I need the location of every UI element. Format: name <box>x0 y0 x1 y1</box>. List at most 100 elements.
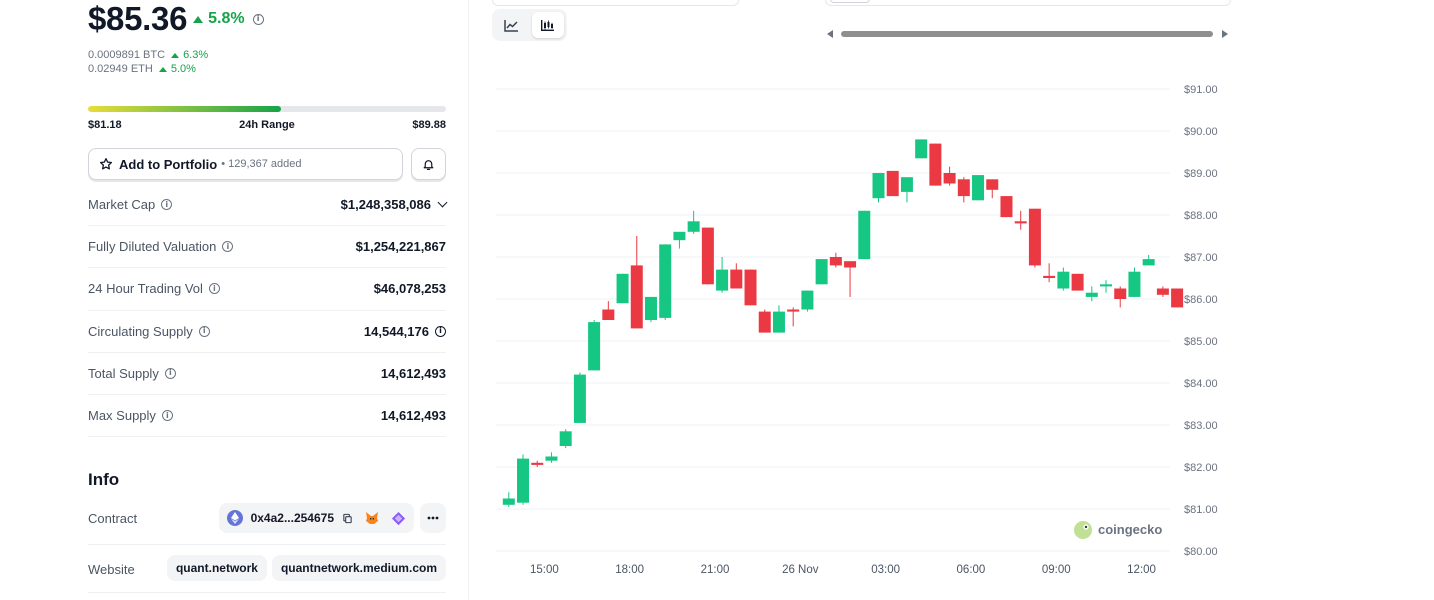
candle-body <box>588 322 601 371</box>
caret-up-icon <box>171 52 180 58</box>
candle-body <box>616 273 629 304</box>
contract-address-pill[interactable]: 0x4a2...254675 <box>218 503 414 533</box>
candle-body <box>886 170 899 197</box>
y-tick-label: $80.00 <box>1184 546 1218 558</box>
candle-body <box>1028 208 1041 266</box>
candle-body <box>1085 292 1098 297</box>
candle-body <box>559 431 572 446</box>
candle-body <box>701 227 714 285</box>
star-icon <box>99 157 113 170</box>
candle-body <box>1156 288 1169 295</box>
coin-overview-panel: $85.36 5.8% i 0.0009891 BTC 6.3% 0.02949… <box>88 0 448 600</box>
range-24h-fill <box>88 106 282 112</box>
candle-body <box>602 309 615 320</box>
contract-row: Contract 0x4a2...254675 <box>88 503 446 533</box>
timeframe-tabs-bottom-edge <box>825 0 1231 6</box>
chart-range-scroller[interactable] <box>826 28 1229 40</box>
candle-body <box>929 143 942 186</box>
candle-body <box>829 257 842 266</box>
info-icon[interactable]: i <box>161 410 173 422</box>
candle-body <box>1071 273 1084 291</box>
stat-label: Market Cap i <box>88 197 173 212</box>
stat-value: 14,612,493 <box>380 408 446 424</box>
stat-row-trading-vol: 24 Hour Trading Vol i $46,078,253 <box>88 268 446 311</box>
candle-body <box>730 269 743 289</box>
candle-body <box>957 179 970 197</box>
y-tick-label: $87.00 <box>1184 252 1218 264</box>
y-tick-label: $88.00 <box>1184 210 1218 222</box>
divider <box>88 592 446 593</box>
coingecko-logo-icon <box>1074 521 1092 539</box>
range-label: 24h Range <box>239 119 295 131</box>
timeframe-chip[interactable] <box>830 0 870 3</box>
info-icon[interactable]: i <box>198 325 210 337</box>
price-chart-panel: $80.00 $81.00 $82.00 $83.00 $84.00 $85.00 $86.… <box>490 0 1434 600</box>
info-icon[interactable]: i <box>164 367 176 379</box>
x-tick-label: 18:00 <box>615 564 644 576</box>
add-to-portfolio-label: Add to Portfolio <box>119 156 218 172</box>
candle-body <box>545 456 558 461</box>
candlestick-chart-button[interactable] <box>531 12 564 38</box>
wallet-icon[interactable] <box>391 511 406 526</box>
website-link-main[interactable]: quant.network <box>166 555 267 581</box>
line-chart-button[interactable] <box>495 12 528 38</box>
range-high: $89.88 <box>412 119 446 131</box>
candle-body <box>687 221 700 232</box>
scroll-left-arrow <box>827 30 833 38</box>
candle-body <box>744 269 757 306</box>
eth-change-value: 5.0% <box>170 63 196 75</box>
chevron-down-icon <box>437 197 448 208</box>
candle-body <box>1057 271 1070 289</box>
website-link-medium[interactable]: quantnetwork.medium.com <box>271 555 446 581</box>
stats-table: Market Cap i $1,248,358,086 Fully Diluted… <box>88 184 448 438</box>
candlestick-chart[interactable]: $80.00 $81.00 $82.00 $83.00 $84.00 $85.00 $86.… <box>490 60 1250 585</box>
candlestick-icon <box>541 19 555 31</box>
contract-address: 0x4a2...254675 <box>250 511 334 525</box>
info-icon[interactable]: i <box>252 13 264 25</box>
x-tick-label: 12:00 <box>1127 564 1156 576</box>
panel-divider <box>468 0 469 600</box>
more-icon <box>427 516 439 520</box>
candle-body <box>1142 259 1155 266</box>
more-options-button[interactable] <box>420 503 446 533</box>
x-tick-label: 26 Nov <box>782 564 819 576</box>
stat-row-total-supply: Total Supply i 14,612,493 <box>88 353 446 395</box>
x-tick-label: 15:00 <box>530 564 559 576</box>
stat-label: Total Supply i <box>88 366 176 381</box>
candle-body <box>787 309 800 312</box>
stat-label: Circulating Supply i <box>88 324 210 339</box>
btc-change: 6.3% <box>171 49 208 61</box>
candle-body <box>758 311 771 333</box>
candle-body <box>630 265 643 329</box>
stat-row-market-cap: Market Cap i $1,248,358,086 <box>88 184 448 227</box>
y-tick-label: $82.00 <box>1184 462 1218 474</box>
x-tick-label: 21:00 <box>701 564 730 576</box>
candle-body <box>673 231 686 241</box>
candle-body <box>943 173 956 184</box>
price-alert-button[interactable] <box>411 148 446 180</box>
copy-icon[interactable] <box>342 513 353 524</box>
stat-value: 14,612,493 <box>380 365 446 381</box>
price-header: $85.36 5.8% i <box>88 0 264 38</box>
info-icon[interactable]: i <box>161 199 173 211</box>
stat-label: 24 Hour Trading Vol i <box>88 281 220 296</box>
candle-body <box>815 259 828 285</box>
info-icon[interactable]: i <box>222 241 234 253</box>
candle-body <box>1114 288 1127 299</box>
x-tick-label: 06:00 <box>957 564 986 576</box>
y-tick-label: $86.00 <box>1184 294 1218 306</box>
add-to-portfolio-button[interactable]: Add to Portfolio • 129,367 added <box>88 148 403 180</box>
contract-label: Contract <box>88 510 138 526</box>
stat-value[interactable]: $1,248,358,086 <box>341 197 448 212</box>
candle-body <box>573 374 586 423</box>
range-low: $81.18 <box>88 119 122 131</box>
y-tick-label: $83.00 <box>1184 420 1218 432</box>
caret-up-icon <box>158 66 167 72</box>
btc-price: 0.0009891 BTC <box>88 49 166 61</box>
stat-value: 14,544,176 i <box>364 324 446 339</box>
info-icon[interactable]: i <box>435 325 446 337</box>
metamask-icon[interactable] <box>365 512 379 524</box>
y-tick-label: $89.00 <box>1184 168 1218 180</box>
ethereum-icon <box>226 510 243 526</box>
info-icon[interactable]: i <box>208 283 220 295</box>
